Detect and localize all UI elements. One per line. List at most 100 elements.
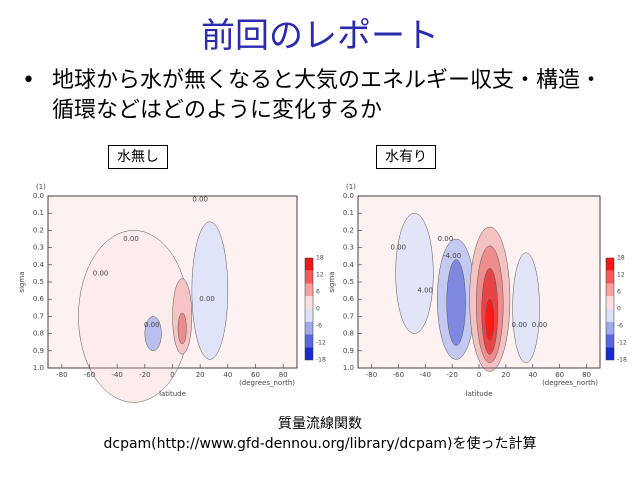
x-tick-label: 60 xyxy=(555,371,564,379)
y-tick-label: 0.5 xyxy=(33,278,44,286)
x-tick-label: 20 xyxy=(196,371,205,379)
x-tick-label: -60 xyxy=(84,371,95,379)
x-axis-label: latitude xyxy=(466,390,493,398)
x-tick-label: 80 xyxy=(279,371,288,379)
panel-label: 水有り xyxy=(376,145,436,169)
x-tick-label: 40 xyxy=(223,371,232,379)
contour-label: 4.00 xyxy=(417,287,433,295)
contour-label: 0.00 xyxy=(438,235,454,243)
x-tick-label: 0 xyxy=(477,371,481,379)
contour-region xyxy=(446,259,466,346)
colorbar-swatch xyxy=(305,334,313,348)
y-tick-label: 0.0 xyxy=(33,192,44,200)
contour-region xyxy=(144,316,162,352)
colorbar-tick-label: -18 xyxy=(617,357,627,364)
colorbar-tick-label: 6 xyxy=(316,289,320,296)
colorbar-swatch xyxy=(305,347,313,360)
colorbar-swatch xyxy=(606,296,614,309)
contour-label: 0.00 xyxy=(391,244,407,252)
contour-label: 0.00 xyxy=(123,235,139,243)
colorbar-swatch xyxy=(305,296,313,309)
contour-label: 0.00 xyxy=(93,269,109,277)
contour-region xyxy=(485,298,495,341)
colorbar-tick-label: -6 xyxy=(617,323,623,330)
contour-label: 0.00 xyxy=(199,295,215,303)
y-tick-label: 0.3 xyxy=(33,244,44,252)
y-tick-label: 0.4 xyxy=(343,261,355,269)
colorbar-swatch xyxy=(606,334,614,348)
y-tick-label: 0.9 xyxy=(343,347,354,355)
colorbar-tick-label: -12 xyxy=(617,340,627,347)
colorbar-swatch xyxy=(606,283,614,297)
contour-label: 0.00 xyxy=(192,195,208,203)
contour-region xyxy=(395,212,434,334)
colorbar-tick-label: 0 xyxy=(617,306,621,313)
y-tick-label: 0.6 xyxy=(343,295,355,303)
y-tick-label: 0.5 xyxy=(343,278,354,286)
y-tick-label: 0.0 xyxy=(343,192,354,200)
colorbar-swatch xyxy=(305,309,313,322)
colorbar-swatch xyxy=(305,283,313,297)
y-tick-label: 0.3 xyxy=(343,244,354,252)
caption-line: 質量流線関数 xyxy=(278,416,362,432)
colorbar-tick-label: -6 xyxy=(316,323,322,330)
colorbar-swatch xyxy=(606,270,614,284)
x-tick-label: -40 xyxy=(420,371,431,379)
caption: 質量流線関数 dcpam(http://www.gfd-dennou.org/l… xyxy=(0,414,640,454)
colorbar-swatch xyxy=(305,270,313,284)
colorbar-tick-label: 12 xyxy=(617,272,625,279)
colorbar-tick-label: -18 xyxy=(316,357,326,364)
x-tick-label: 80 xyxy=(582,371,591,379)
y-tick-label: 1.0 xyxy=(343,364,354,372)
y-tick-label: 0.7 xyxy=(33,312,44,320)
panel-label: 水無し xyxy=(108,145,168,169)
y-tick-label: 0.4 xyxy=(33,261,45,269)
y-tick-label: 0.8 xyxy=(33,330,44,338)
slide-title: 前回のレポート xyxy=(201,16,439,56)
colorbar-frame xyxy=(304,257,314,361)
y-tick-label: 0.2 xyxy=(33,226,44,234)
colorbar-tick-label: 6 xyxy=(617,289,621,296)
colorbar-swatch xyxy=(606,309,614,322)
x-tick-label: -40 xyxy=(111,371,122,379)
contour-label: 0.00 xyxy=(144,321,160,329)
corner-label: (1) xyxy=(36,183,46,191)
x-tick-label: -80 xyxy=(366,371,377,379)
x-tick-label: -60 xyxy=(393,371,404,379)
contour-label: 0.00 xyxy=(512,321,528,329)
bullet-text: 地球から水が無くなると大気のエネルギー収支・構造・循環などはどのように変化するか xyxy=(52,68,603,123)
contour-region xyxy=(177,312,187,345)
corner-label: (1) xyxy=(346,183,356,191)
x-tick-label: 20 xyxy=(501,371,510,379)
x-tick-label: 60 xyxy=(251,371,260,379)
y-tick-label: 0.1 xyxy=(343,209,354,217)
x-axis-label: latitude xyxy=(159,390,186,398)
colorbar-swatch xyxy=(606,258,614,271)
x-tick-label: -20 xyxy=(139,371,150,379)
x-tick-label: 0 xyxy=(170,371,174,379)
x-tick-label: -20 xyxy=(446,371,457,379)
colorbar-tick-label: 18 xyxy=(617,255,625,262)
colorbar-tick-label: 12 xyxy=(316,272,324,279)
y-tick-label: 0.9 xyxy=(33,347,44,355)
colorbar-tick-label: 18 xyxy=(316,255,324,262)
x-tick-label: -80 xyxy=(56,371,67,379)
y-axis-label: sigma xyxy=(18,271,26,292)
x-unit: (degrees_north) xyxy=(239,379,295,387)
contour-label: 0.00 xyxy=(532,321,548,329)
colorbar-swatch xyxy=(606,321,614,335)
x-tick-label: 40 xyxy=(528,371,537,379)
colorbar-swatch xyxy=(606,347,614,360)
colorbar-tick-label: -12 xyxy=(316,340,326,347)
y-tick-label: 1.0 xyxy=(33,364,44,372)
y-axis-label: sigma xyxy=(328,271,336,292)
x-unit: (degrees_north) xyxy=(542,379,598,387)
y-tick-label: 0.1 xyxy=(33,209,44,217)
caption-line: dcpam(http://www.gfd-dennou.org/library/… xyxy=(103,436,537,452)
contour-label: -4.00 xyxy=(443,252,461,260)
colorbar-frame xyxy=(605,257,615,361)
y-tick-label: 0.8 xyxy=(343,330,354,338)
colorbar-swatch xyxy=(305,258,313,271)
